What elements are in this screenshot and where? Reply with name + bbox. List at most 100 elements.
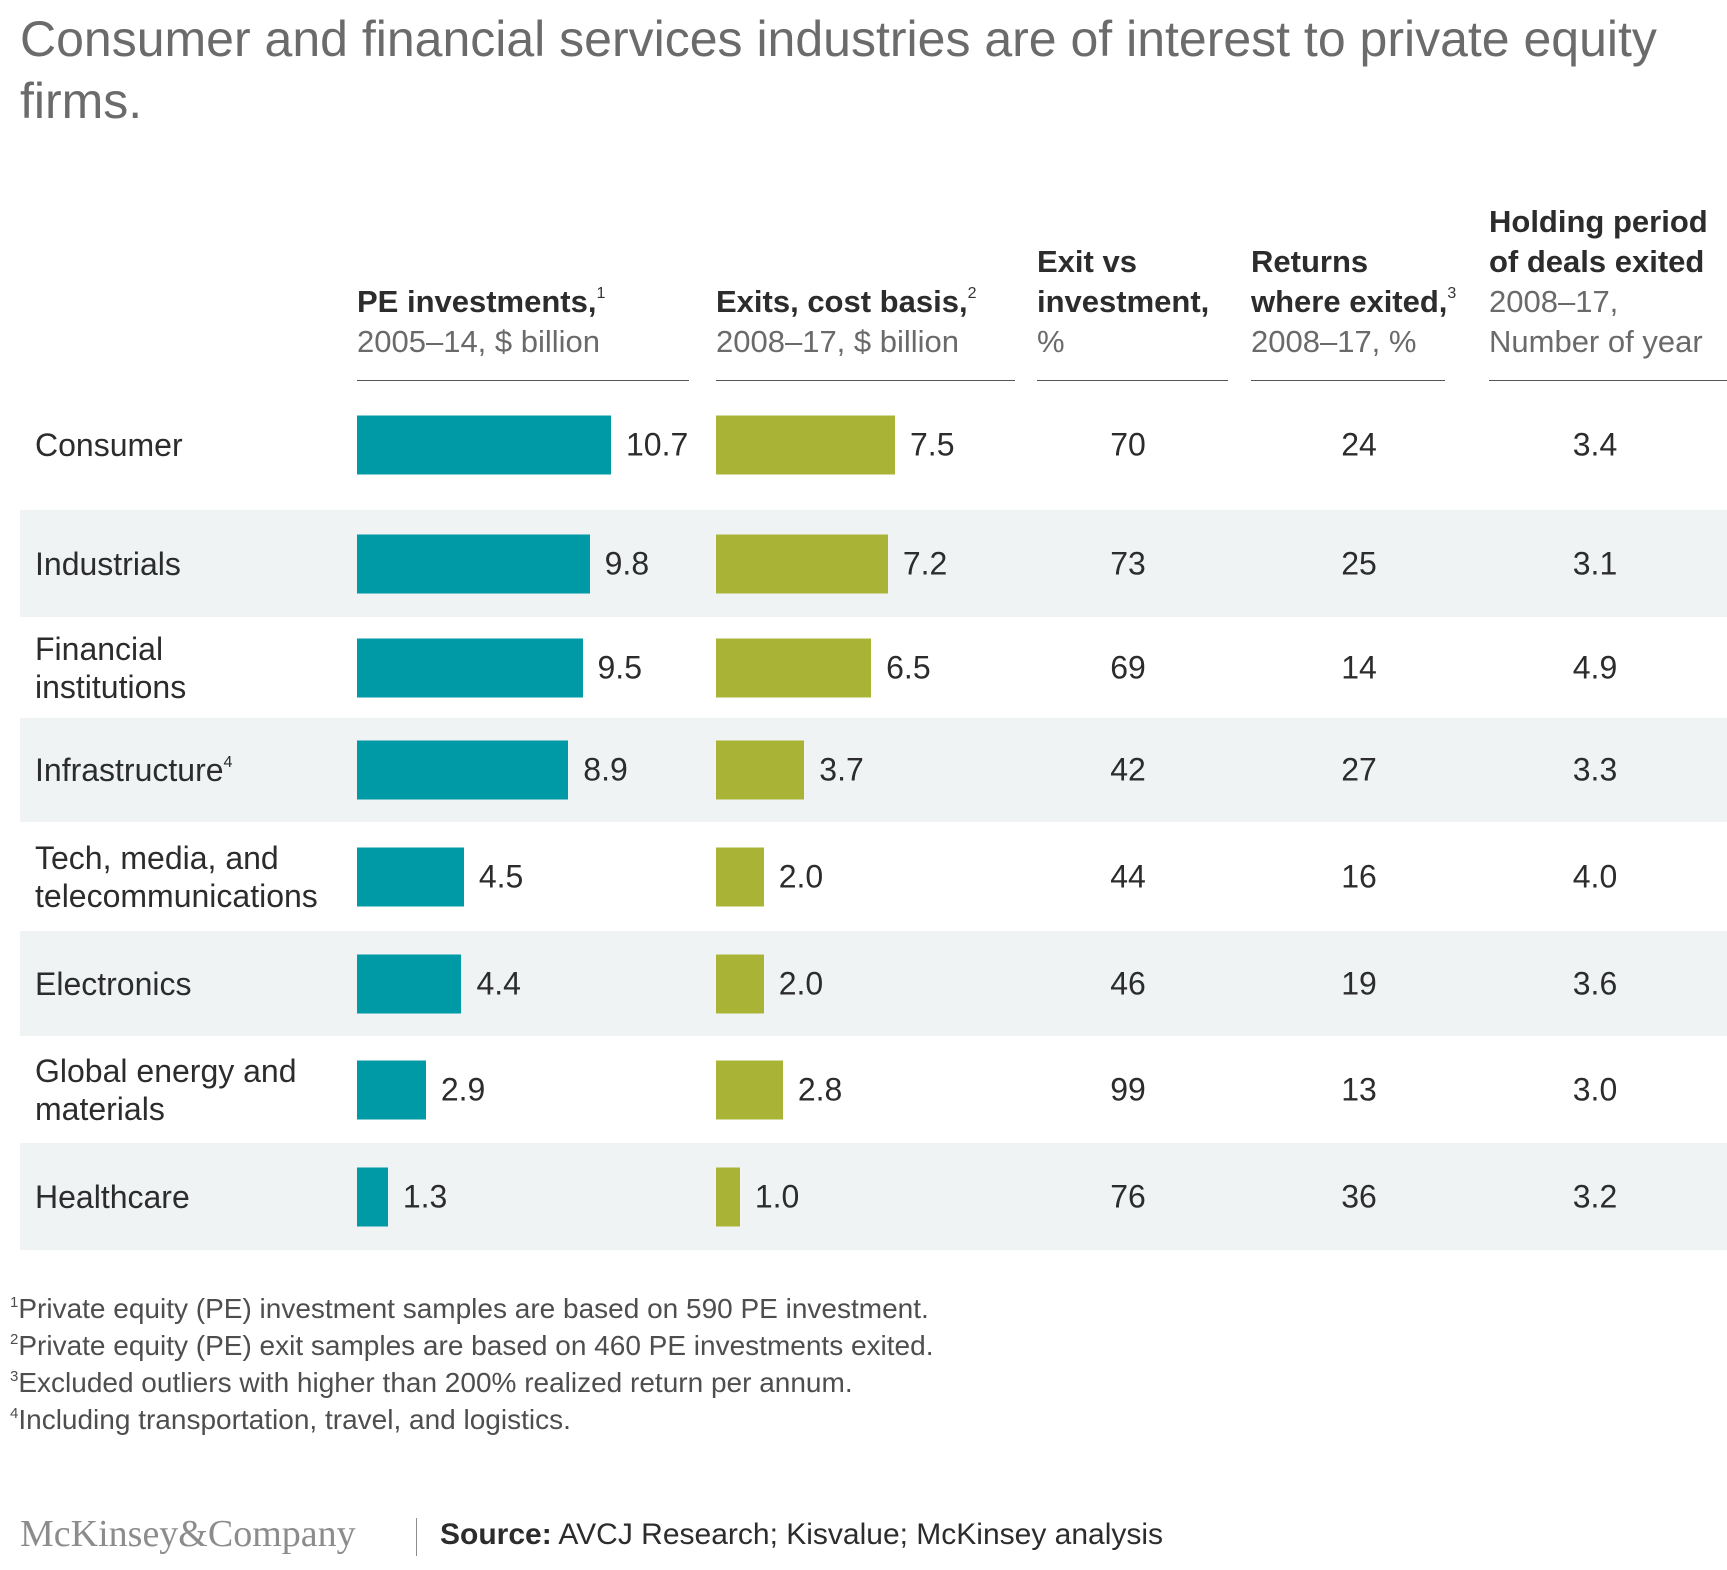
row-label-text: Industrials (35, 545, 181, 582)
pe-investment-bar (357, 415, 611, 475)
footnote-marker: 2 (10, 1331, 19, 1348)
row-label-text: institutions (35, 668, 187, 705)
header-exitvs-line1: Exit vs (1037, 244, 1137, 279)
row-label-line: Healthcare (35, 1178, 190, 1216)
row-label-line: Consumer (35, 426, 183, 464)
pe-investment-bar (357, 847, 464, 906)
pe-investment-bar (357, 534, 590, 593)
footnotes: 1Private equity (PE) investment samples … (10, 1290, 933, 1438)
table-row: Financial institutions 9.5 6.5 69 14 4.9 (20, 617, 1727, 718)
table-row: Tech, media, and telecommunications 4.5 2.0… (20, 822, 1727, 931)
footnote: 2Private equity (PE) exit samples are ba… (10, 1327, 933, 1364)
holding-period-value: 3.0 (1572, 1071, 1618, 1107)
table-row: Consumer 10.7 7.5 70 24 3.4 (20, 380, 1727, 510)
row-label-line: institutions (35, 668, 186, 706)
row-label-line: Global energy and (35, 1052, 297, 1090)
header-pe-label: PE investments, (357, 284, 597, 319)
returns-value: 14 (1341, 649, 1377, 685)
footnote-text: Private equity (PE) exit samples are bas… (18, 1330, 934, 1361)
table-row: Industrials 9.8 7.2 73 25 3.1 (20, 510, 1727, 617)
row-label-line: telecommunications (35, 877, 318, 915)
pe-investment-bar (357, 1060, 426, 1119)
header-holding-line2: of deals exited (1489, 244, 1705, 279)
header-holding-line1: Holding period (1489, 204, 1708, 239)
exit-vs-investment-value: 76 (1110, 1178, 1146, 1214)
footnote-marker: 1 (10, 1294, 19, 1311)
header-holding-sub1: 2008–17, (1489, 284, 1619, 319)
exit-cost-basis-value-label: 7.2 (902, 545, 948, 581)
exit-vs-investment-value: 42 (1110, 751, 1146, 788)
exit-cost-basis-value-label: 6.5 (886, 649, 931, 685)
brand-logo: McKinsey&Company (20, 1513, 356, 1555)
header-pe-sup: 1 (596, 285, 606, 302)
row-label: Financial institutions (35, 630, 186, 706)
row-label-sup: 4 (223, 754, 233, 771)
row-label-line: Tech, media, and (35, 839, 318, 877)
row-label-text: Global energy and (35, 1052, 297, 1089)
source-label: Source: (440, 1518, 552, 1551)
pe-investment-bar (357, 1167, 388, 1226)
footnote-text: Excluded outliers with higher than 200% … (18, 1367, 853, 1398)
pe-investment-bar (357, 954, 462, 1013)
row-label-text: Infrastructure (35, 752, 224, 788)
exit-cost-basis-bar (716, 1060, 783, 1119)
row-label-line: materials (35, 1090, 297, 1128)
header-exits-sub: 2008–17, $ billion (716, 324, 960, 359)
footnote-marker: 4 (10, 1405, 19, 1422)
returns-value: 25 (1341, 545, 1377, 581)
footnote-text: Private equity (PE) investment samples a… (18, 1293, 929, 1324)
returns-value: 36 (1341, 1178, 1377, 1214)
returns-value: 19 (1341, 965, 1377, 1001)
holding-period-value: 4.0 (1572, 858, 1618, 894)
pe-investment-value-label: 2.9 (440, 1071, 486, 1107)
footer-divider (416, 1518, 417, 1556)
source-text: AVCJ Research; Kisvalue; McKinsey analys… (551, 1518, 1164, 1551)
header-holding-sub2: Number of year (1489, 324, 1703, 359)
row-label: Healthcare (35, 1178, 190, 1216)
holding-period-value: 4.9 (1572, 649, 1618, 685)
exit-vs-investment-value: 73 (1110, 545, 1146, 581)
exit-cost-basis-bar (716, 638, 872, 697)
pe-investment-bar (357, 740, 569, 800)
pe-investment-value-label: 10.7 (626, 426, 689, 463)
exit-cost-basis-bar (716, 534, 888, 593)
row-label: Industrials (35, 545, 181, 583)
holding-period-value: 3.1 (1572, 545, 1618, 581)
exit-cost-basis-bar (716, 847, 764, 906)
pe-investment-value-label: 4.4 (476, 965, 521, 1001)
header-exits: Exits, cost basis,2 2008–17, $ billion (716, 282, 976, 362)
holding-period-value: 3.6 (1572, 965, 1618, 1001)
pe-investment-value-label: 8.9 (583, 751, 628, 788)
header-returns-sup: 3 (1447, 285, 1457, 302)
header-returns-line1: Returns (1251, 244, 1369, 279)
holding-period-value: 3.2 (1572, 1178, 1618, 1214)
footnote: 1Private equity (PE) investment samples … (10, 1290, 933, 1327)
pe-investment-value-label: 4.5 (478, 858, 524, 894)
row-label: Global energy and materials (35, 1052, 297, 1128)
row-label-line: Financial (35, 630, 186, 668)
exit-vs-investment-value: 99 (1110, 1071, 1146, 1107)
exit-cost-basis-value-label: 3.7 (819, 751, 864, 788)
header-returns: Returns where exited,3 2008–17, % (1251, 242, 1456, 362)
row-label-text: Healthcare (35, 1178, 190, 1215)
row-label-text: materials (35, 1090, 165, 1127)
header-exitvs-sub: % (1037, 324, 1065, 359)
row-label-line: Infrastructure4 (35, 751, 232, 789)
header-pe-investments: PE investments,1 2005–14, $ billion (357, 282, 605, 362)
header-exitvs-line2: investment, (1037, 284, 1210, 319)
footnote: 4Including transportation, travel, and l… (10, 1401, 933, 1438)
pe-investment-value-label: 9.5 (597, 649, 642, 685)
exit-vs-investment-value: 70 (1110, 426, 1146, 463)
table-row: Healthcare 1.3 1.0 76 36 3.2 (20, 1143, 1727, 1250)
row-label-text: Tech, media, and (35, 839, 279, 876)
pe-investment-bar (357, 638, 583, 697)
exit-cost-basis-value-label: 7.5 (910, 426, 955, 463)
exit-vs-investment-value: 69 (1110, 649, 1146, 685)
exit-vs-investment-value: 46 (1110, 965, 1146, 1001)
header-holding-period: Holding period of deals exited 2008–17, … (1489, 202, 1727, 362)
pe-investment-value-label: 9.8 (604, 545, 650, 581)
header-rule-exit-vs (1037, 380, 1228, 381)
exit-cost-basis-bar (716, 415, 895, 475)
row-label: Electronics (35, 965, 192, 1003)
source-line: Source: AVCJ Research; Kisvalue; McKinse… (440, 1518, 1163, 1552)
